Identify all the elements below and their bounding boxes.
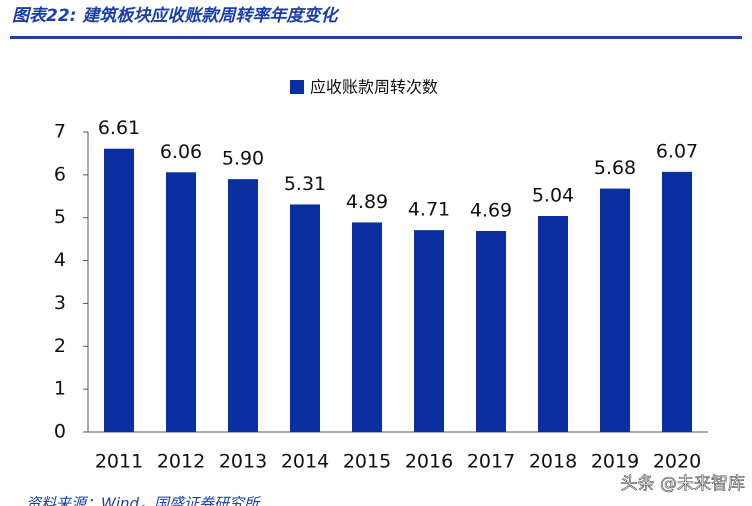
x-tick-label: 2020 bbox=[653, 451, 701, 473]
x-tick-label: 2017 bbox=[467, 451, 515, 473]
y-tick-label: 3 bbox=[54, 292, 66, 314]
value-label: 4.69 bbox=[470, 200, 512, 222]
x-tick-label: 2012 bbox=[157, 451, 205, 473]
bar bbox=[538, 216, 568, 432]
bar bbox=[352, 222, 382, 432]
x-tick-label: 2018 bbox=[529, 451, 577, 473]
y-tick-label: 6 bbox=[54, 163, 66, 185]
chart-title: 图表22: 建筑板块应收账款周转率年度变化 bbox=[12, 6, 340, 26]
y-tick-label: 0 bbox=[54, 421, 66, 443]
value-label: 6.61 bbox=[98, 117, 140, 139]
bar bbox=[104, 148, 134, 432]
value-label: 5.04 bbox=[532, 185, 574, 207]
y-tick-label: 2 bbox=[54, 335, 66, 357]
y-tick-label: 5 bbox=[54, 206, 66, 228]
value-label: 5.68 bbox=[594, 157, 636, 179]
x-tick-label: 2014 bbox=[281, 451, 329, 473]
value-label: 5.31 bbox=[284, 173, 326, 195]
bar bbox=[476, 231, 506, 432]
bar bbox=[414, 230, 444, 432]
value-label: 6.06 bbox=[160, 141, 202, 163]
bar bbox=[166, 172, 196, 433]
x-tick-label: 2016 bbox=[405, 451, 453, 473]
y-tick-label: 1 bbox=[54, 378, 66, 400]
value-label: 4.71 bbox=[408, 199, 450, 221]
y-tick-label: 4 bbox=[54, 249, 66, 271]
x-tick-label: 2011 bbox=[95, 451, 143, 473]
watermark: 头条 @未来智库 bbox=[621, 474, 745, 494]
bar bbox=[600, 188, 630, 432]
legend-label: 应收账款周转次数 bbox=[310, 78, 438, 97]
legend-swatch bbox=[290, 80, 304, 94]
bar bbox=[662, 171, 692, 432]
value-label: 4.89 bbox=[346, 191, 388, 213]
y-tick-label: 7 bbox=[54, 121, 66, 143]
value-label: 5.90 bbox=[222, 148, 264, 170]
source: 资料来源：Wind，国盛证券研究所 bbox=[26, 495, 261, 506]
x-tick-label: 2013 bbox=[219, 451, 267, 473]
x-tick-label: 2015 bbox=[343, 451, 391, 473]
x-tick-label: 2019 bbox=[591, 451, 639, 473]
bar bbox=[228, 179, 258, 432]
title-rule bbox=[10, 36, 742, 39]
bar bbox=[290, 204, 320, 432]
value-label: 6.07 bbox=[656, 140, 698, 162]
